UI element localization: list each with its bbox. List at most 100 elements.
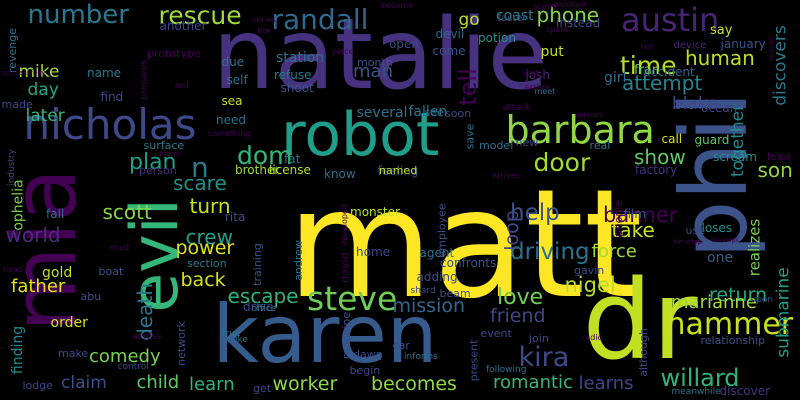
- word-something: something: [208, 129, 251, 138]
- word-like: like: [232, 334, 248, 345]
- word-girl: girl: [604, 70, 627, 86]
- word-scream: scream: [713, 150, 757, 164]
- word-place: place: [332, 47, 354, 56]
- word-meanwhile: meanwhile: [671, 386, 721, 397]
- word-willard: willard: [660, 364, 740, 392]
- word-make: make: [58, 346, 89, 360]
- word-randall: randall: [271, 3, 369, 36]
- word-car: car: [392, 338, 410, 352]
- word-devil: devil: [435, 27, 465, 41]
- word-go: go: [458, 9, 480, 30]
- word-door: door: [533, 147, 591, 177]
- word-natalie: natalie: [212, 0, 548, 112]
- word-control: control: [117, 361, 149, 372]
- word-austin: austin: [621, 1, 720, 39]
- word-named: named: [379, 163, 418, 177]
- word-son: son: [757, 158, 793, 182]
- word-order: order: [50, 315, 88, 331]
- word-accident: accident: [643, 65, 695, 79]
- word-nigel: nigel: [564, 272, 616, 297]
- word-appears: appears: [575, 110, 604, 119]
- word-meet: meet: [534, 87, 556, 96]
- word-lead: lead: [767, 149, 791, 163]
- word-potion: potion: [478, 31, 516, 45]
- word-sea: sea: [221, 94, 243, 108]
- word-device: device: [673, 40, 707, 51]
- word-people: people: [611, 199, 625, 237]
- word-put: put: [540, 44, 564, 60]
- word-although: although: [636, 327, 650, 377]
- word-dawn: dawn: [353, 347, 383, 361]
- word-another: another: [159, 19, 207, 33]
- word-become: become: [381, 1, 414, 10]
- word-romantic: romantic: [493, 372, 573, 393]
- word-karen: karen: [212, 288, 438, 381]
- word-coast: coast: [496, 8, 534, 24]
- word-shard: shard: [410, 285, 436, 296]
- word-arrives: arrives: [492, 171, 520, 180]
- word-brother: brother: [235, 163, 280, 177]
- word-rescue: rescue: [158, 0, 242, 30]
- word-worker: worker: [272, 372, 338, 395]
- word-fat: fat: [284, 152, 301, 166]
- word-world: world: [5, 223, 61, 247]
- word-assistant: assistant: [551, 0, 587, 9]
- word-real: real: [589, 138, 611, 152]
- word-phone: phone: [536, 3, 600, 27]
- word-begin: begin: [349, 363, 381, 377]
- word-marianne: marianne: [671, 292, 757, 313]
- word-day: day: [27, 79, 59, 100]
- word-father: father: [11, 276, 66, 297]
- word-informs: informs: [404, 351, 438, 362]
- word-ocean: ocean: [701, 101, 738, 115]
- word-crew: crew: [185, 225, 233, 249]
- word-machine: machine: [339, 311, 353, 359]
- word-becomes: becomes: [371, 372, 457, 395]
- word-number: number: [27, 0, 129, 30]
- word-return: return: [709, 283, 768, 306]
- word-self: self: [226, 73, 248, 87]
- word-person: person: [139, 163, 177, 177]
- word-child: child: [136, 372, 180, 393]
- word-turn: turn: [189, 194, 231, 218]
- word-finding: finding: [10, 325, 27, 375]
- word-across: across: [132, 331, 162, 342]
- word-call: call: [661, 132, 683, 146]
- word-say: say: [710, 22, 733, 38]
- word-station: station: [276, 50, 325, 66]
- word-abu: abu: [80, 289, 102, 303]
- word-successfully: successfully: [3, 68, 46, 77]
- word-josh: josh: [525, 68, 551, 82]
- word-new: new: [515, 135, 539, 149]
- word-open: open: [389, 37, 419, 51]
- word-come: come: [432, 44, 466, 58]
- word-force: force: [591, 241, 637, 262]
- word-attack: attack: [502, 102, 531, 113]
- word-office: office: [251, 303, 277, 314]
- word-ophelia: ophelia: [10, 179, 27, 231]
- word-radio: radio: [582, 333, 603, 342]
- word-following: following: [486, 364, 527, 375]
- word-spare: spare: [546, 25, 569, 34]
- word-loop: loop: [500, 209, 523, 251]
- word-beam: beam: [439, 286, 471, 300]
- word-n: n: [191, 151, 209, 184]
- word-series: series: [252, 15, 276, 24]
- word-hammer: hammer: [666, 307, 794, 342]
- word-see: see: [424, 105, 444, 119]
- word-drive: drive: [243, 300, 274, 314]
- word-dr: dr: [582, 256, 698, 384]
- word-one: one: [707, 250, 734, 266]
- word-hell: hell: [640, 42, 654, 51]
- word-fallen: fallen: [408, 104, 448, 120]
- word-robot: robot: [281, 100, 440, 170]
- word-learn: learn: [189, 374, 235, 395]
- word-human: human: [685, 46, 755, 70]
- word-feeling: feeling: [377, 164, 419, 178]
- word-get: get: [253, 381, 272, 395]
- word-network: network: [174, 320, 188, 366]
- word-last: last: [175, 81, 190, 90]
- word-need: need: [216, 113, 246, 127]
- word-dom: dom: [237, 140, 293, 170]
